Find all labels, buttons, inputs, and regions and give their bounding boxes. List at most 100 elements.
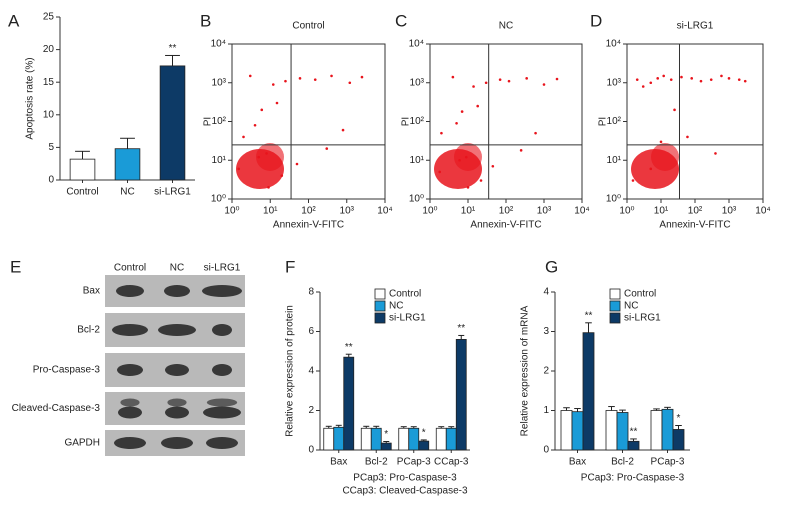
x-tick-label: 10¹ <box>461 206 476 217</box>
cell-point <box>484 81 488 85</box>
cell-point <box>237 167 241 171</box>
y-tick-label: 10⁰ <box>606 194 621 205</box>
bar <box>114 148 141 181</box>
x-tick-label: 10⁴ <box>755 206 770 217</box>
x-tick-label: 10² <box>499 206 514 217</box>
cell-point <box>686 135 689 139</box>
plot-title: Control <box>292 21 324 32</box>
bar <box>616 412 629 451</box>
cell-point <box>555 77 559 81</box>
lane-label: NC <box>170 263 184 274</box>
footnote: PCap3: Pro-Caspase-3 <box>581 473 685 484</box>
x-tick-label: Control <box>66 187 98 198</box>
blot-band <box>203 406 241 419</box>
x-tick-label: 10⁰ <box>224 206 239 217</box>
cell-point <box>360 75 364 79</box>
y-tick-label: 4 <box>308 366 314 377</box>
cell-point <box>451 75 455 79</box>
bar <box>445 427 457 451</box>
legend-swatch <box>609 312 621 324</box>
bar <box>343 356 355 451</box>
significance-label: * <box>384 429 388 440</box>
x-tick-label: si-LRG1 <box>154 187 191 198</box>
y-tick-label: 8 <box>308 287 314 298</box>
cell-point <box>690 77 694 80</box>
x-tick-label: Bax <box>569 457 586 468</box>
footnote: CCap3: Cleaved-Caspase-3 <box>342 486 468 497</box>
y-tick-label: 10² <box>212 116 227 127</box>
cell-point <box>440 131 443 135</box>
significance-label: * <box>422 428 426 439</box>
cell-cloud <box>256 143 284 171</box>
x-axis-label: Annexin-V-FITC <box>273 220 344 231</box>
row-label: GAPDH <box>64 438 100 449</box>
cell-point <box>635 78 639 81</box>
x-tick-label: Bax <box>330 457 347 468</box>
cell-point <box>649 81 653 85</box>
y-tick-label: 15 <box>43 77 55 88</box>
y-tick-label: 1 <box>543 405 549 416</box>
plot-title: NC <box>499 21 513 32</box>
cell-point <box>699 79 703 83</box>
x-tick-label: 10² <box>688 206 703 217</box>
legend-swatch <box>374 288 386 300</box>
cell-point <box>267 186 270 189</box>
cell-point <box>253 123 257 127</box>
legend-swatch <box>374 312 386 324</box>
cell-point <box>460 110 464 113</box>
y-tick-label: 10⁴ <box>211 39 226 50</box>
y-axis-label: Apoptosis rate (%) <box>25 57 36 139</box>
y-tick-label: 10¹ <box>410 155 425 166</box>
cell-point <box>669 78 673 81</box>
cell-point <box>265 152 268 155</box>
y-tick-label: 20 <box>43 44 55 55</box>
x-tick-label: PCap-3 <box>397 457 431 468</box>
blot-band <box>165 364 189 376</box>
blot-band <box>158 324 196 336</box>
bar <box>661 408 674 451</box>
y-tick-label: 10⁰ <box>409 194 424 205</box>
bar <box>455 338 467 451</box>
cell-point <box>649 167 653 171</box>
blot-band <box>161 437 193 449</box>
cell-point <box>737 78 741 81</box>
y-tick-label: 10² <box>607 116 622 127</box>
legend-label: NC <box>624 301 638 312</box>
row-label: Bcl-2 <box>77 325 100 336</box>
blot-band <box>164 285 190 297</box>
blot-band <box>114 437 146 449</box>
legend-label: Control <box>389 289 421 300</box>
x-tick-label: 10² <box>301 206 316 217</box>
y-axis-label: PI <box>203 117 214 126</box>
y-tick-label: 10³ <box>212 77 227 88</box>
x-axis-label: Annexin-V-FITC <box>659 220 730 231</box>
bar <box>380 442 392 451</box>
cell-point <box>641 85 645 88</box>
y-tick-label: 10 <box>43 109 55 120</box>
panel-letter: A <box>8 11 20 30</box>
footnote: PCap3: Pro-Caspase-3 <box>353 473 457 484</box>
cell-point <box>325 147 329 150</box>
y-tick-label: 10⁰ <box>211 194 226 205</box>
row-label: Bax <box>83 286 100 297</box>
y-axis-label: PI <box>401 117 412 126</box>
row-label: Pro-Caspase-3 <box>33 365 101 376</box>
cell-point <box>257 155 261 159</box>
significance-label: ** <box>345 342 353 353</box>
bar <box>418 440 430 451</box>
cell-cloud <box>454 143 482 171</box>
cell-point <box>680 75 683 79</box>
cell-point <box>348 81 352 85</box>
y-tick-label: 10² <box>410 116 425 127</box>
blot-band <box>116 285 144 297</box>
bar <box>360 427 372 451</box>
cell-cloud <box>651 143 679 171</box>
x-tick-label: 10³ <box>537 206 552 217</box>
bar <box>370 427 382 451</box>
legend-swatch <box>609 300 621 312</box>
blot-band <box>202 285 242 297</box>
cell-point <box>248 74 252 78</box>
cell-point <box>298 77 302 80</box>
panel-letter: D <box>590 11 602 30</box>
cell-point <box>542 83 546 86</box>
